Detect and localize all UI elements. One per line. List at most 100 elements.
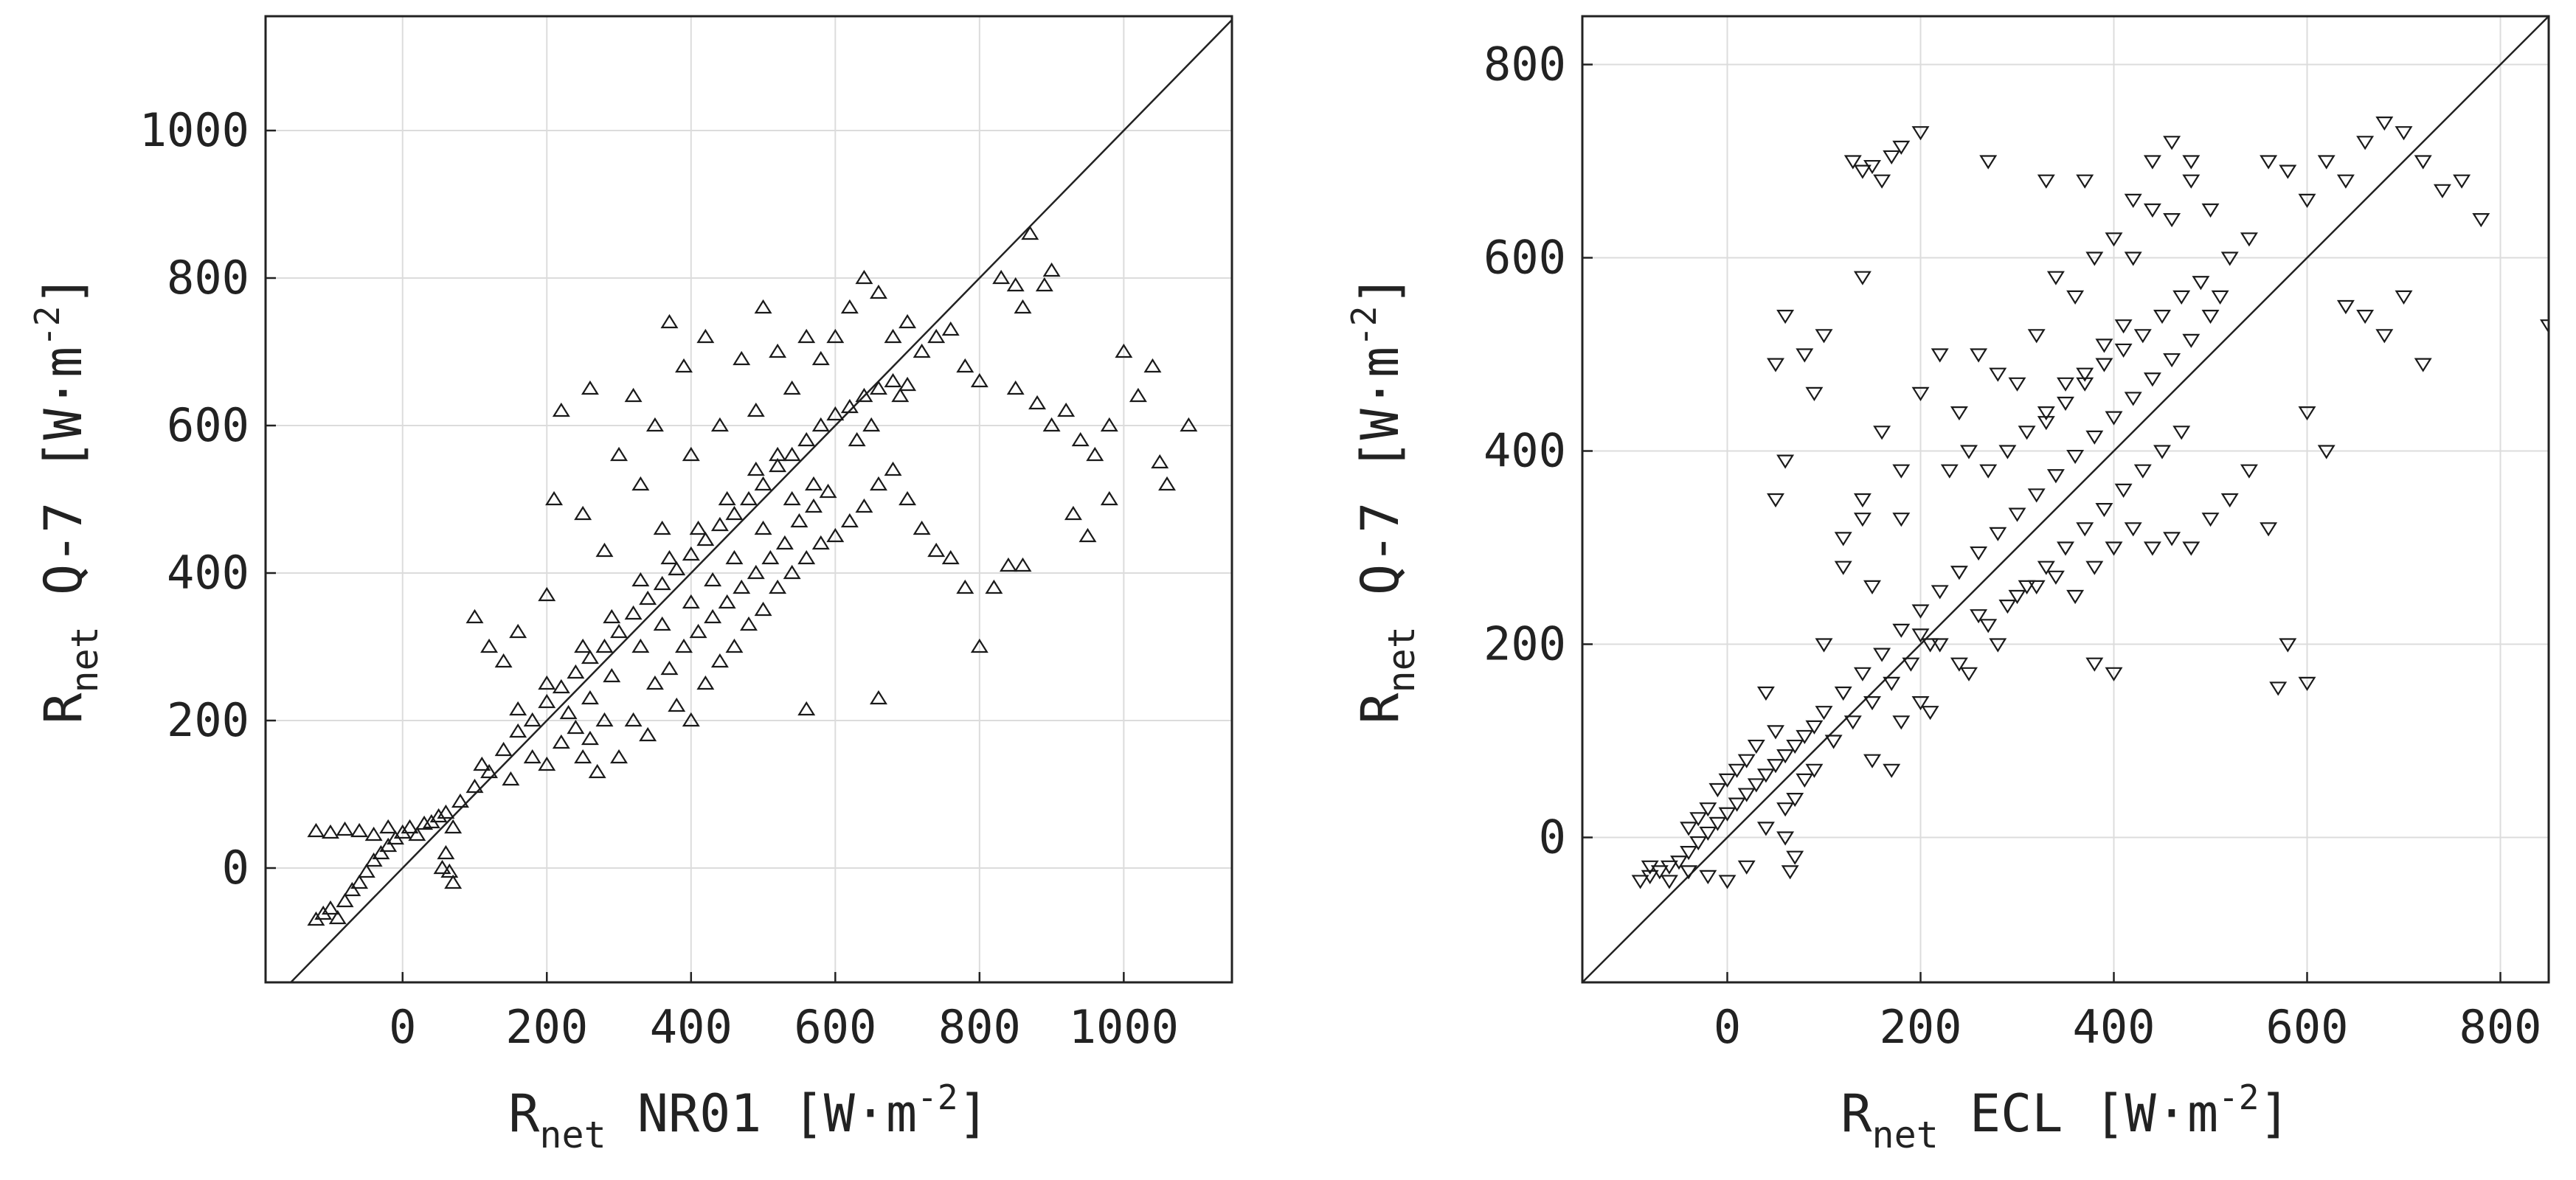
data-point <box>2240 232 2258 247</box>
data-point <box>1921 638 1939 653</box>
data-point <box>567 719 585 735</box>
data-point <box>1921 706 1939 721</box>
data-point <box>1950 566 1968 580</box>
data-point <box>754 299 772 314</box>
data-point <box>2124 251 2142 266</box>
data-point <box>704 572 722 587</box>
data-point <box>696 675 715 690</box>
data-point <box>429 808 448 823</box>
data-point <box>372 844 390 860</box>
data-point <box>2356 310 2375 324</box>
data-point <box>2133 464 2152 479</box>
data-point <box>2037 406 2055 421</box>
data-point <box>322 900 339 915</box>
data-point <box>725 505 744 521</box>
data-point <box>754 520 772 535</box>
data-point <box>328 909 347 925</box>
data-point <box>1042 417 1061 432</box>
data-point <box>718 594 736 609</box>
data-point <box>660 313 679 329</box>
data-point <box>2057 377 2074 392</box>
data-point <box>1998 445 2017 459</box>
data-point <box>2037 416 2055 431</box>
data-point <box>682 712 700 727</box>
x-tick-label: 400 <box>650 1000 733 1054</box>
plot-frame <box>264 15 1233 984</box>
data-point <box>805 498 823 513</box>
data-point <box>559 704 578 720</box>
data-point <box>1728 763 1746 778</box>
data-point <box>1776 454 1795 469</box>
data-point <box>675 358 693 373</box>
data-point <box>581 690 599 705</box>
data-point <box>1670 856 1688 870</box>
data-point <box>913 520 931 535</box>
data-point <box>2172 290 2191 305</box>
x-tick-label: 400 <box>2073 1000 2156 1054</box>
data-point <box>552 678 570 694</box>
data-point <box>1021 225 1039 240</box>
data-point <box>408 826 426 841</box>
data-point <box>1815 638 1833 653</box>
data-point <box>956 358 974 373</box>
data-point <box>710 516 729 532</box>
y-tick-label: 600 <box>167 398 249 452</box>
data-point <box>2046 570 2065 585</box>
y-axis-title-text: Q-7 [W·m <box>1350 347 1410 626</box>
data-point <box>2201 203 2220 218</box>
data-point <box>797 328 816 344</box>
data-point <box>1747 739 1765 754</box>
data-point <box>595 542 614 558</box>
data-point <box>840 299 859 314</box>
data-point <box>2163 213 2181 228</box>
data-point <box>2279 638 2297 653</box>
data-point <box>682 446 700 462</box>
data-point <box>2105 541 2123 556</box>
data-point <box>1006 380 1025 395</box>
plot-frame <box>1581 15 2550 984</box>
data-point <box>2095 358 2113 372</box>
data-point <box>1883 150 1901 165</box>
data-point <box>2114 343 2133 358</box>
data-point <box>2298 193 2316 208</box>
data-point <box>1863 580 1881 594</box>
data-point <box>2046 271 2065 285</box>
data-point <box>1708 782 1727 798</box>
data-point <box>2124 522 2142 537</box>
data-point <box>645 417 664 432</box>
data-point <box>465 778 484 794</box>
data-point <box>668 560 686 576</box>
data-point <box>2124 193 2142 208</box>
data-point <box>574 749 592 764</box>
data-point <box>710 653 729 668</box>
data-point <box>848 431 866 447</box>
data-point <box>2105 232 2123 247</box>
data-point <box>2163 353 2181 368</box>
data-point <box>1699 826 1717 841</box>
data-point <box>364 826 383 841</box>
data-point <box>797 549 816 565</box>
data-point <box>2046 469 2065 484</box>
data-point <box>336 821 354 836</box>
data-point <box>2124 392 2142 406</box>
data-point <box>574 638 592 653</box>
data-point <box>754 476 772 491</box>
data-point <box>2220 493 2239 508</box>
data-point <box>869 380 887 395</box>
x-axis-title-close: ] <box>958 1083 989 1144</box>
data-point <box>451 793 469 808</box>
x-tick-label: 800 <box>2459 1000 2542 1054</box>
data-point <box>610 446 629 462</box>
data-point <box>1151 454 1169 469</box>
data-point <box>2453 174 2471 189</box>
data-point <box>1883 676 1901 691</box>
data-point <box>610 623 629 639</box>
data-point <box>1970 546 1988 561</box>
data-point <box>1989 638 2007 653</box>
data-point <box>480 763 499 779</box>
data-point <box>357 863 375 878</box>
data-point <box>862 417 881 432</box>
data-point <box>725 549 744 565</box>
data-point <box>2414 155 2432 170</box>
data-point <box>2105 667 2123 681</box>
